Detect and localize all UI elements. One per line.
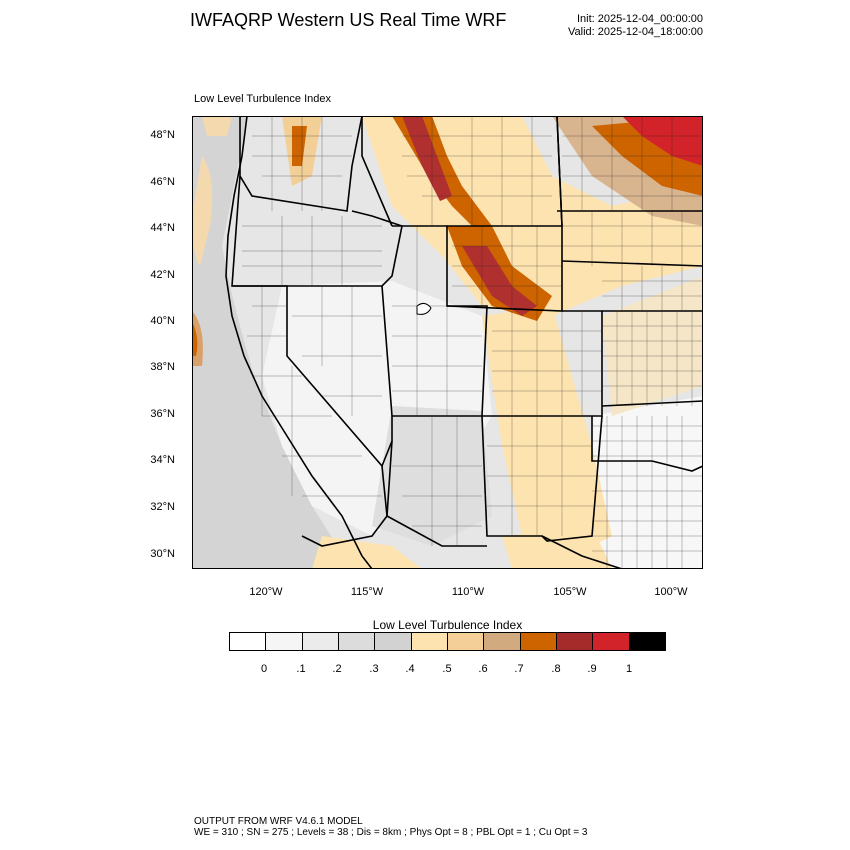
- montana-very-high: [402, 116, 452, 201]
- colorbar-segment: [302, 633, 339, 650]
- colorbar-label: .1: [296, 663, 306, 675]
- colorbar-label: .9: [587, 663, 597, 675]
- lat-label: 30°N: [150, 548, 175, 560]
- colorbar-label: .6: [478, 663, 488, 675]
- colorbar-segment: [629, 633, 665, 650]
- utah-border: [392, 225, 488, 417]
- texas-mexico-border: [541, 535, 623, 569]
- colorbar-segment: [556, 633, 594, 650]
- south-dakota-nebraska-border: [561, 260, 703, 267]
- valid-time: Valid: 2025-12-04_18:00:00: [568, 26, 703, 38]
- southern-rockies-moderate: [482, 306, 612, 556]
- colorbar-segment: [484, 633, 521, 650]
- lat-label: 44°N: [150, 222, 175, 234]
- colorbar-label: .7: [514, 663, 524, 675]
- dakotas-very-high: [622, 116, 703, 166]
- footer-line-2: WE = 310 ; SN = 275 ; Levels = 38 ; Dis …: [194, 827, 588, 838]
- colorbar-segment: [447, 633, 485, 650]
- model-footer: OUTPUT FROM WRF V4.6.1 MODEL WE = 310 ; …: [194, 816, 587, 838]
- colorbar-segment: [375, 633, 412, 650]
- init-time: Init: 2025-12-04_00:00:00: [577, 13, 703, 25]
- kansas-oklahoma-border: [601, 400, 703, 407]
- colorbar-label: 0: [260, 663, 268, 675]
- map-frame: [192, 116, 703, 569]
- lat-label: 36°N: [150, 408, 175, 420]
- footer-line-1: OUTPUT FROM WRF V4.6.1 MODEL: [194, 816, 363, 827]
- colorbar-segment: [411, 633, 448, 650]
- colorbar-segment: [266, 633, 303, 650]
- nevada-utah-border: [381, 285, 393, 467]
- colorbar-title: Low Level Turbulence Index: [372, 618, 523, 632]
- california-nevada-border: [232, 285, 388, 547]
- idaho-montana-border: [361, 116, 393, 227]
- lat-label: 42°N: [150, 269, 175, 281]
- plains-low-region: [592, 396, 703, 569]
- colorbar-segment: [230, 633, 267, 650]
- plot-subtitle: Low Level Turbulence Index: [194, 93, 331, 105]
- lat-label: 48°N: [150, 129, 175, 141]
- olympic-patch: [202, 116, 232, 136]
- ocean-high-patch: [192, 321, 198, 356]
- ocean-region: [192, 116, 352, 569]
- colorbar-label: .2: [332, 663, 342, 675]
- lat-label: 46°N: [150, 176, 175, 188]
- lat-label: 40°N: [150, 315, 175, 327]
- colorbar-label: .4: [405, 663, 415, 675]
- wyoming-colorado-very-high: [462, 246, 537, 316]
- new-mexico-border: [481, 415, 603, 542]
- lon-label: 110°W: [451, 586, 485, 598]
- pacific-coastline: [225, 116, 373, 569]
- lon-label: 120°W: [249, 586, 283, 598]
- colorbar-label: .8: [551, 663, 561, 675]
- lat-label: 34°N: [150, 454, 175, 466]
- turbulence-map: [192, 116, 703, 569]
- init-valid-times: Init: 2025-12-04_00:00:00 Valid: 2025-12…: [520, 13, 703, 39]
- colorbar-segment: [593, 633, 630, 650]
- lon-label: 105°W: [553, 586, 587, 598]
- county-boundaries: [242, 116, 703, 569]
- mexico-border-patch: [312, 536, 422, 569]
- colorbar-label: .5: [442, 663, 452, 675]
- lon-label: 100°W: [654, 586, 688, 598]
- lat-label: 38°N: [150, 361, 175, 373]
- colorbar-segment: [338, 633, 376, 650]
- colorbar-label: 1: [625, 663, 633, 675]
- dakotas-border: [556, 116, 703, 227]
- main-title: IWFAQRP Western US Real Time WRF: [190, 10, 507, 30]
- colorbar-segment: [520, 633, 557, 650]
- colorbar: [229, 632, 666, 651]
- colorbar-label: .3: [369, 663, 379, 675]
- lat-label: 32°N: [150, 501, 175, 513]
- lon-label: 115°W: [350, 586, 384, 598]
- great-salt-lake: [416, 302, 432, 315]
- arizona-border: [386, 440, 487, 547]
- ocean-moderate-patch: [192, 156, 213, 266]
